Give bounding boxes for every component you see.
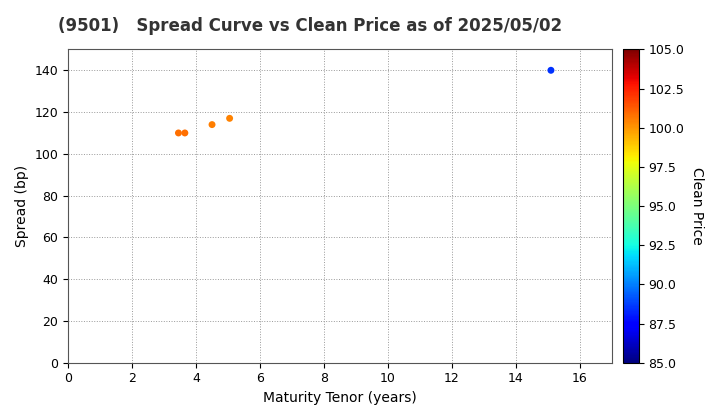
Point: [206, 121, 217, 128]
Y-axis label: Spread (bp): Spread (bp): [15, 165, 29, 247]
Point: [179, 130, 191, 136]
Y-axis label: Clean Price: Clean Price: [690, 167, 704, 245]
Text: (9501)   Spread Curve vs Clean Price as of 2025/05/02: (9501) Spread Curve vs Clean Price as of…: [58, 17, 562, 35]
Point: [173, 130, 184, 136]
Point: [545, 67, 557, 74]
X-axis label: Maturity Tenor (years): Maturity Tenor (years): [263, 391, 417, 405]
Point: [224, 115, 235, 122]
